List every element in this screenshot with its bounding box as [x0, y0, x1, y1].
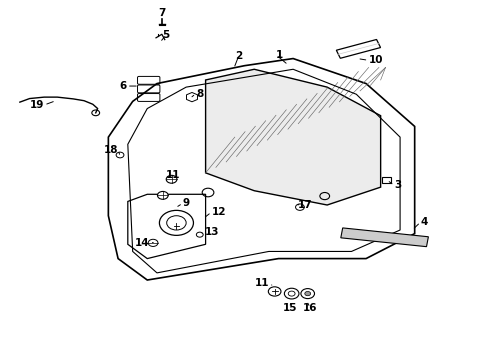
Text: 19: 19 — [30, 100, 44, 110]
Circle shape — [157, 192, 168, 199]
Text: 1: 1 — [276, 50, 283, 60]
Text: 11: 11 — [165, 170, 180, 180]
Text: 2: 2 — [235, 51, 242, 61]
Circle shape — [196, 232, 203, 237]
Polygon shape — [336, 40, 380, 58]
Polygon shape — [205, 69, 380, 205]
Text: 4: 4 — [420, 217, 427, 227]
Text: 3: 3 — [393, 180, 401, 190]
Circle shape — [295, 204, 304, 210]
Circle shape — [166, 175, 177, 183]
Circle shape — [300, 289, 314, 298]
Text: 8: 8 — [196, 89, 203, 99]
Text: 12: 12 — [211, 207, 225, 217]
Text: 17: 17 — [297, 200, 312, 210]
Text: 11: 11 — [255, 278, 269, 288]
Text: 7: 7 — [158, 8, 165, 18]
Circle shape — [284, 288, 298, 299]
Text: 16: 16 — [302, 303, 317, 313]
Circle shape — [304, 292, 310, 296]
Text: 13: 13 — [204, 227, 219, 237]
Text: 18: 18 — [103, 145, 118, 155]
Text: 15: 15 — [282, 303, 296, 313]
Circle shape — [268, 287, 281, 296]
Text: 14: 14 — [135, 238, 149, 248]
Circle shape — [148, 239, 158, 247]
Circle shape — [116, 152, 123, 158]
Text: 6: 6 — [120, 81, 126, 91]
Polygon shape — [340, 228, 427, 247]
Text: 10: 10 — [368, 55, 382, 65]
Text: 5: 5 — [162, 30, 169, 40]
Text: 9: 9 — [183, 198, 189, 208]
